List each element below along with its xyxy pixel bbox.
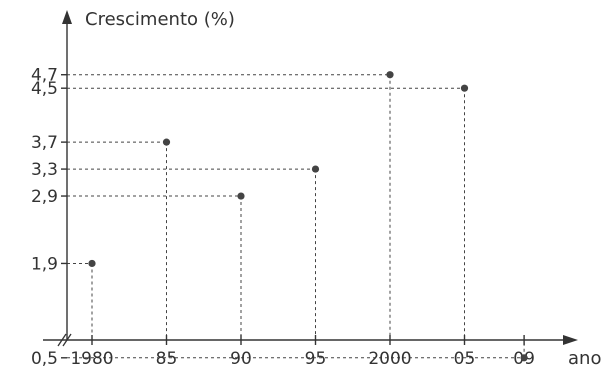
x-tick-label: 95 — [305, 349, 327, 367]
y-axis-title: Crescimento (%) — [85, 9, 235, 30]
data-point — [386, 71, 394, 79]
data-point — [237, 192, 245, 200]
x-axis-title: ano — [568, 348, 601, 367]
y-axis-arrow — [62, 10, 72, 24]
data-point — [520, 354, 528, 362]
y-tick-label: 0,5 — [31, 349, 58, 367]
data-point — [311, 165, 320, 173]
guide-lines — [67, 74, 525, 359]
x-axis-break — [57, 333, 72, 347]
y-tick-label: 4,5 — [31, 79, 58, 99]
y-tick-label: 1,9 — [31, 254, 58, 274]
y-tick-label: 2,9 — [31, 187, 58, 207]
x-tick-label: 1980 — [70, 349, 113, 367]
x-tick-label: 05 — [454, 349, 476, 367]
data-points — [88, 71, 528, 362]
x-axis-arrow — [563, 335, 578, 345]
x-tick-label: 90 — [230, 349, 252, 367]
y-tick-label: 3,3 — [31, 160, 58, 180]
data-point — [460, 84, 469, 92]
x-tick-label: 2000 — [368, 349, 411, 367]
ticks: 1980859095200005090,51,92,93,33,74,54,7 — [31, 66, 535, 367]
axes — [43, 10, 578, 347]
x-tick-label: 85 — [156, 349, 178, 367]
data-point — [88, 259, 96, 268]
data-point — [162, 138, 171, 146]
y-tick-label: 3,7 — [31, 133, 58, 153]
y-tick-label: 4,7 — [31, 66, 58, 86]
